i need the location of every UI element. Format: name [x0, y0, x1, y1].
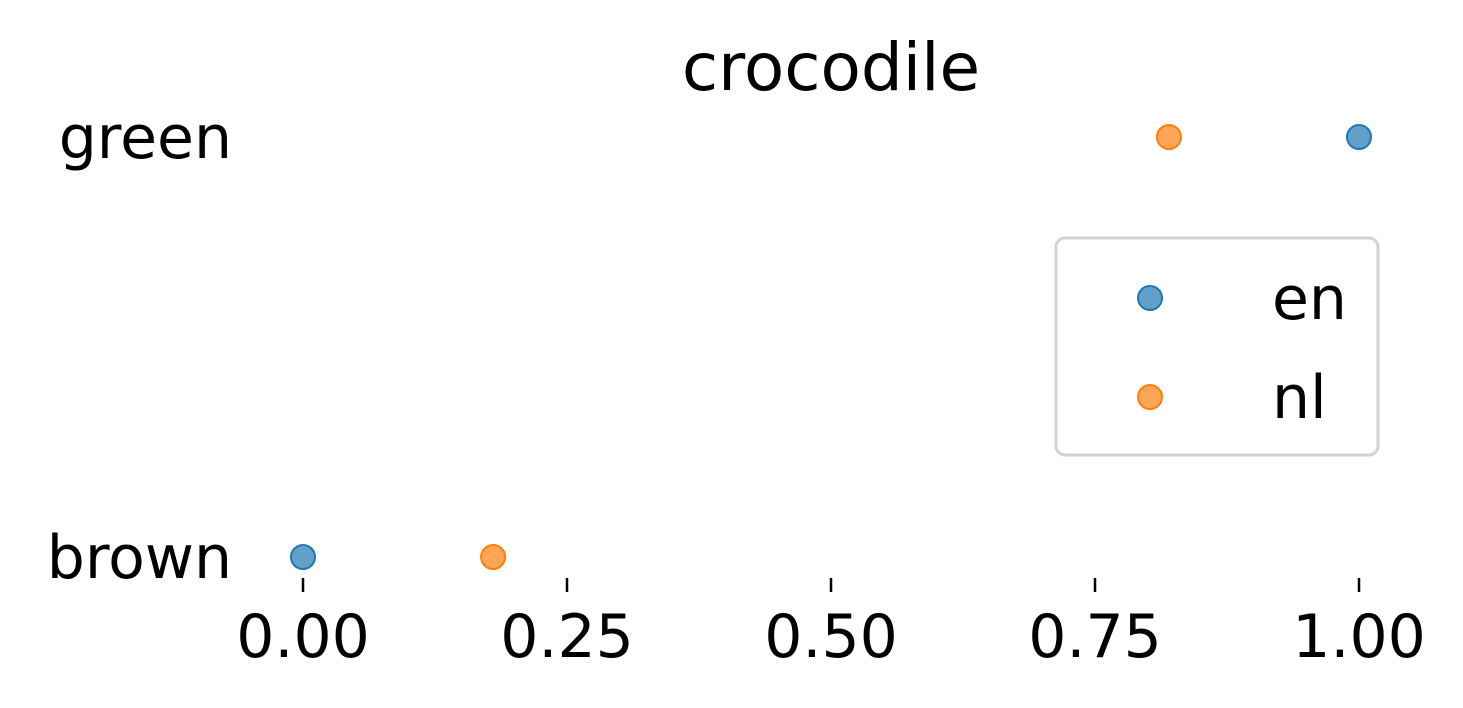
legend-label-en: en — [1272, 264, 1347, 334]
x-tick-label: 0.00 — [236, 602, 370, 672]
legend-marker-en — [1137, 285, 1163, 311]
point-nl-green — [1155, 124, 1182, 150]
legend-frame — [1054, 236, 1380, 457]
legend-label-nl: nl — [1272, 363, 1327, 433]
x-axis-ticks: 0.00 0.25 0.50 0.75 1.00 — [236, 578, 1426, 672]
x-tick-label: 0.25 — [500, 602, 634, 672]
x-tick-label: 1.00 — [1292, 602, 1426, 672]
x-tick-label: 0.50 — [764, 602, 898, 672]
category-label-brown: brown — [47, 523, 232, 593]
data-points — [290, 124, 1372, 570]
legend: en nl — [1054, 236, 1380, 457]
category-labels: brown green — [47, 103, 232, 593]
point-en-brown — [290, 544, 316, 570]
category-label-green: green — [59, 103, 232, 173]
point-en-green — [1346, 124, 1372, 150]
legend-marker-nl — [1137, 384, 1163, 410]
chart-title: crocodile — [682, 29, 980, 106]
x-tick-label: 0.75 — [1028, 602, 1162, 672]
point-nl-brown — [480, 544, 507, 570]
